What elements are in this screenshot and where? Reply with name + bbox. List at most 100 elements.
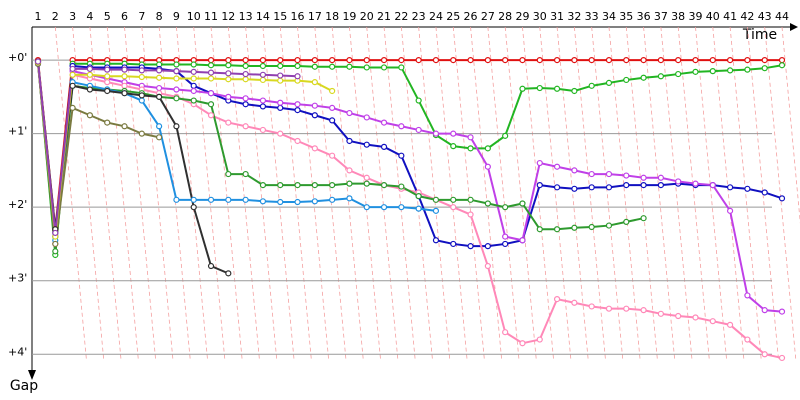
data-point — [207, 262, 215, 270]
data-point — [744, 56, 751, 64]
data-point — [225, 93, 232, 100]
x-tick-label: 19 — [342, 10, 356, 23]
lap-line — [470, 26, 503, 361]
data-point — [190, 61, 197, 68]
data-point — [744, 66, 751, 73]
data-point — [571, 87, 578, 95]
data-point — [69, 71, 76, 78]
data-point — [225, 70, 232, 77]
data-point — [259, 126, 267, 134]
data-point — [121, 90, 128, 97]
data-point — [242, 196, 249, 203]
x-tick-label: 38 — [671, 10, 685, 23]
data-point — [294, 107, 301, 114]
data-point — [450, 240, 457, 248]
data-point — [640, 307, 647, 314]
data-point — [571, 56, 578, 64]
data-point — [519, 340, 526, 347]
lap-line — [383, 26, 416, 361]
data-point — [242, 123, 249, 130]
data-point — [502, 56, 509, 64]
data-point — [225, 196, 232, 203]
data-point — [311, 102, 318, 109]
data-point — [277, 130, 284, 137]
data-point — [346, 109, 353, 117]
data-point — [605, 305, 613, 312]
data-point — [311, 182, 318, 189]
data-point — [363, 141, 370, 148]
data-point — [380, 56, 388, 64]
data-point — [623, 218, 630, 225]
data-point — [415, 126, 422, 134]
y-axis-arrow — [28, 370, 36, 380]
data-point — [259, 62, 267, 70]
x-tick-label: 41 — [723, 10, 737, 23]
data-point — [121, 73, 128, 80]
lap-line — [539, 26, 572, 361]
data-point — [277, 56, 284, 64]
x-tick-label: 27 — [481, 10, 495, 23]
data-point — [484, 200, 491, 207]
x-tick-label: 18 — [325, 10, 339, 23]
data-point — [726, 321, 734, 328]
data-point — [467, 145, 474, 152]
x-tick-label: 29 — [515, 10, 529, 23]
data-point — [692, 68, 699, 75]
data-point — [259, 182, 267, 189]
data-point — [588, 303, 595, 310]
x-tick-label: 30 — [533, 10, 547, 23]
data-point — [138, 92, 145, 99]
data-point — [398, 56, 405, 64]
data-point — [519, 56, 526, 64]
data-point — [311, 112, 318, 119]
data-point — [588, 184, 595, 191]
x-tick-label: 1 — [35, 10, 42, 23]
data-point — [242, 56, 249, 64]
data-point — [225, 119, 232, 126]
data-point — [484, 243, 491, 250]
data-point — [138, 67, 145, 74]
data-point — [657, 182, 664, 189]
y-tick-label: +3' — [8, 272, 27, 285]
data-point — [190, 97, 197, 104]
x-tick-label: 21 — [377, 10, 391, 23]
data-point — [709, 182, 716, 189]
data-point — [467, 134, 474, 141]
data-point — [726, 56, 734, 64]
data-point — [329, 104, 336, 111]
data-point — [450, 56, 457, 64]
data-point — [536, 56, 543, 64]
lap-line — [504, 26, 537, 361]
data-point — [138, 130, 145, 137]
data-point — [571, 224, 578, 231]
x-tick-label: 20 — [360, 10, 374, 23]
data-point — [380, 119, 388, 126]
data-point — [605, 170, 613, 178]
data-point — [726, 67, 734, 74]
x-axis-label: Time — [742, 27, 777, 43]
data-point — [242, 170, 249, 178]
data-point — [709, 318, 716, 325]
data-point — [69, 65, 76, 73]
data-point — [605, 79, 613, 86]
data-point — [467, 211, 474, 218]
data-point — [432, 207, 440, 214]
lap-line — [573, 26, 606, 361]
data-point — [450, 130, 457, 137]
data-point — [329, 152, 336, 159]
data-point — [467, 56, 474, 64]
data-point — [657, 174, 664, 181]
data-point — [726, 184, 734, 191]
x-axis-arrow — [790, 23, 798, 31]
lap-line — [660, 26, 693, 361]
data-point — [207, 90, 215, 97]
data-point — [207, 196, 215, 203]
data-point — [398, 183, 405, 190]
data-point — [415, 193, 422, 200]
series-line — [37, 61, 644, 252]
data-point — [380, 64, 388, 71]
data-point — [519, 237, 526, 244]
data-point — [432, 56, 440, 64]
data-point — [588, 82, 595, 89]
data-point — [380, 143, 388, 150]
